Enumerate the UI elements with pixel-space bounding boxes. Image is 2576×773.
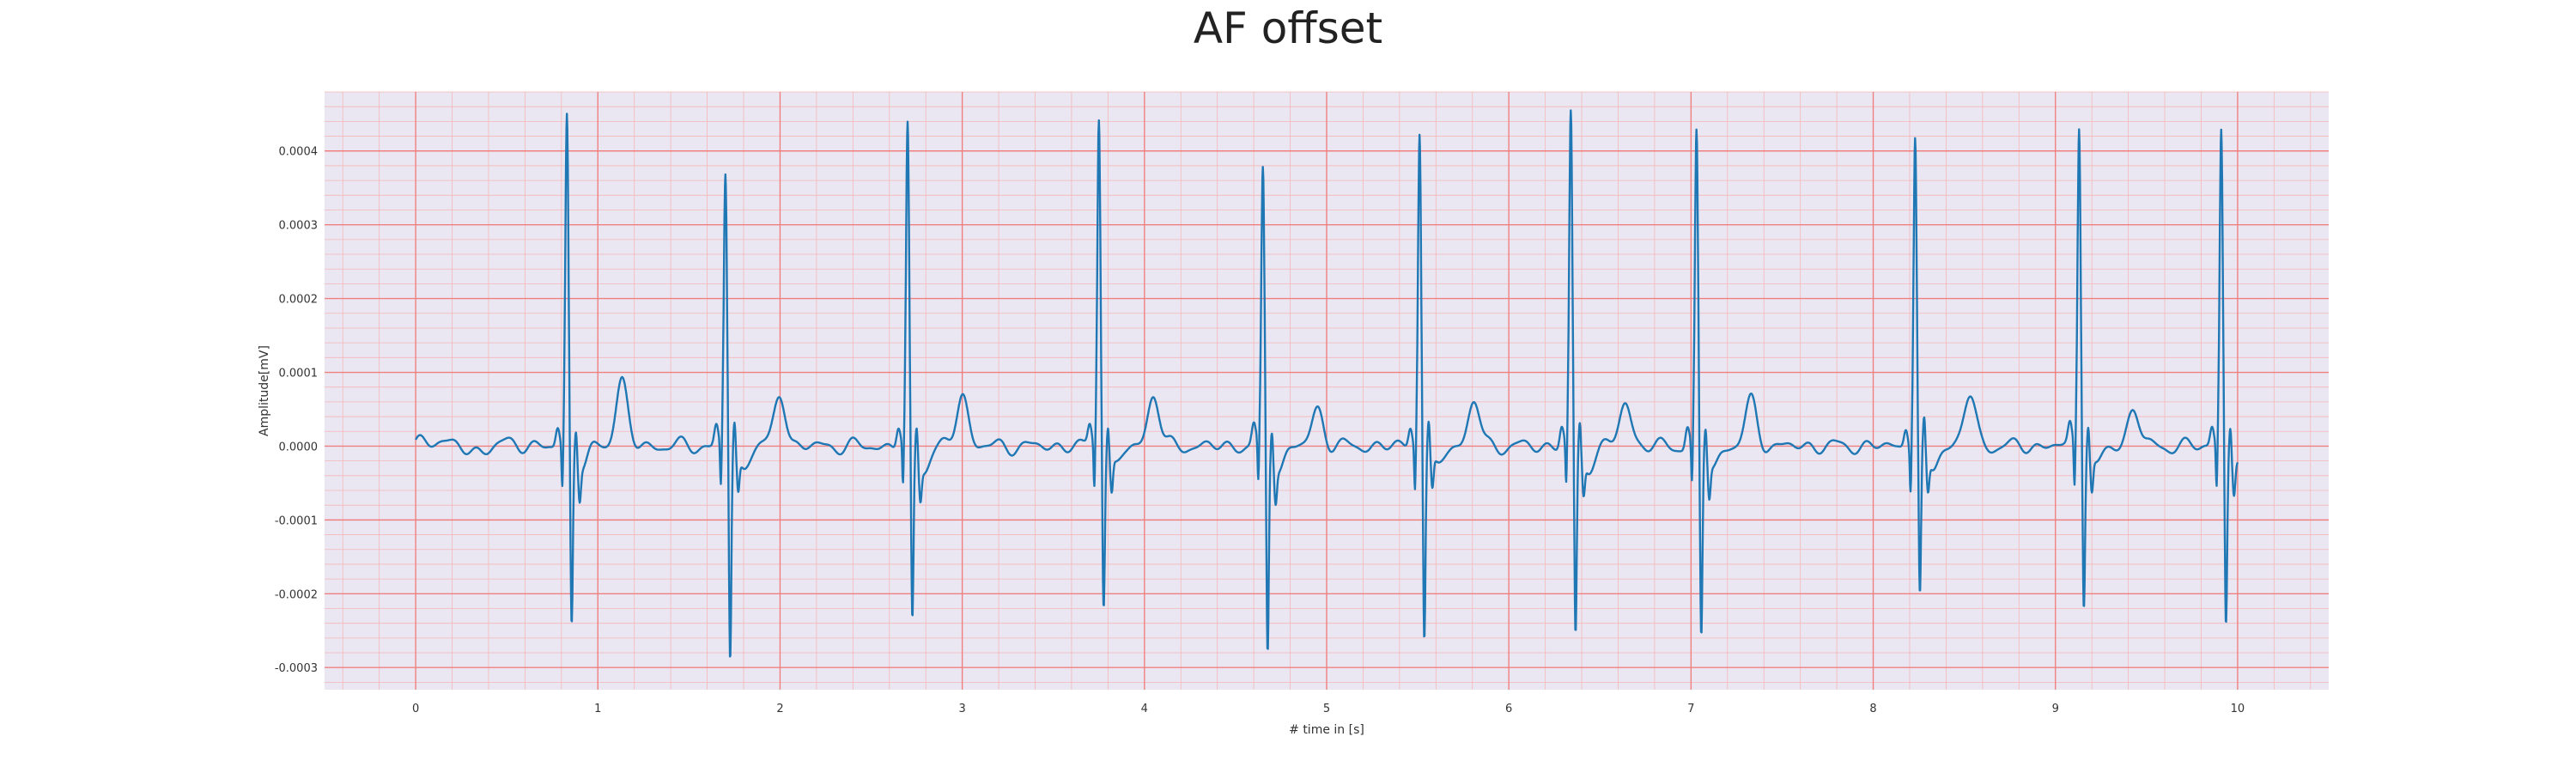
x-tick-label: 6 (1505, 703, 1512, 715)
chart-title: AF offset (1193, 3, 1383, 53)
y-tick-labels: -0.0003 -0.0002 -0.0001 0.0000 0.0001 0.0002 0… (275, 146, 318, 675)
y-tick-label: -0.0003 (275, 662, 318, 675)
major-grid (325, 92, 2329, 690)
y-tick-label: -0.0001 (275, 514, 318, 527)
x-tick-label: 8 (1869, 703, 1876, 715)
x-tick-label: 5 (1323, 703, 1330, 715)
x-tick-label: 10 (2231, 703, 2245, 715)
x-tick-label: 7 (1687, 703, 1694, 715)
y-tick-label: -0.0002 (275, 588, 318, 601)
y-axis-label: Amplitude[mV] (258, 345, 271, 436)
ecg-series-line (415, 109, 2239, 658)
x-tick-labels: 0 1 2 3 4 5 6 7 8 9 10 (412, 703, 2245, 715)
y-tick-label: 0.0001 (279, 368, 319, 380)
x-tick-label: 1 (594, 703, 601, 715)
y-tick-label: 0.0003 (279, 220, 319, 233)
x-tick-label: 9 (2052, 703, 2059, 715)
series-group (415, 109, 2239, 658)
y-tick-label: 0.0002 (279, 294, 319, 307)
y-tick-label: 0.0000 (279, 441, 319, 453)
x-tick-label: 0 (412, 703, 419, 715)
x-axis-label: # time in [s] (1289, 723, 1364, 737)
x-tick-label: 4 (1141, 703, 1148, 715)
x-tick-label: 2 (776, 703, 783, 715)
x-tick-label: 3 (958, 703, 965, 715)
y-tick-label: 0.0004 (279, 146, 319, 159)
